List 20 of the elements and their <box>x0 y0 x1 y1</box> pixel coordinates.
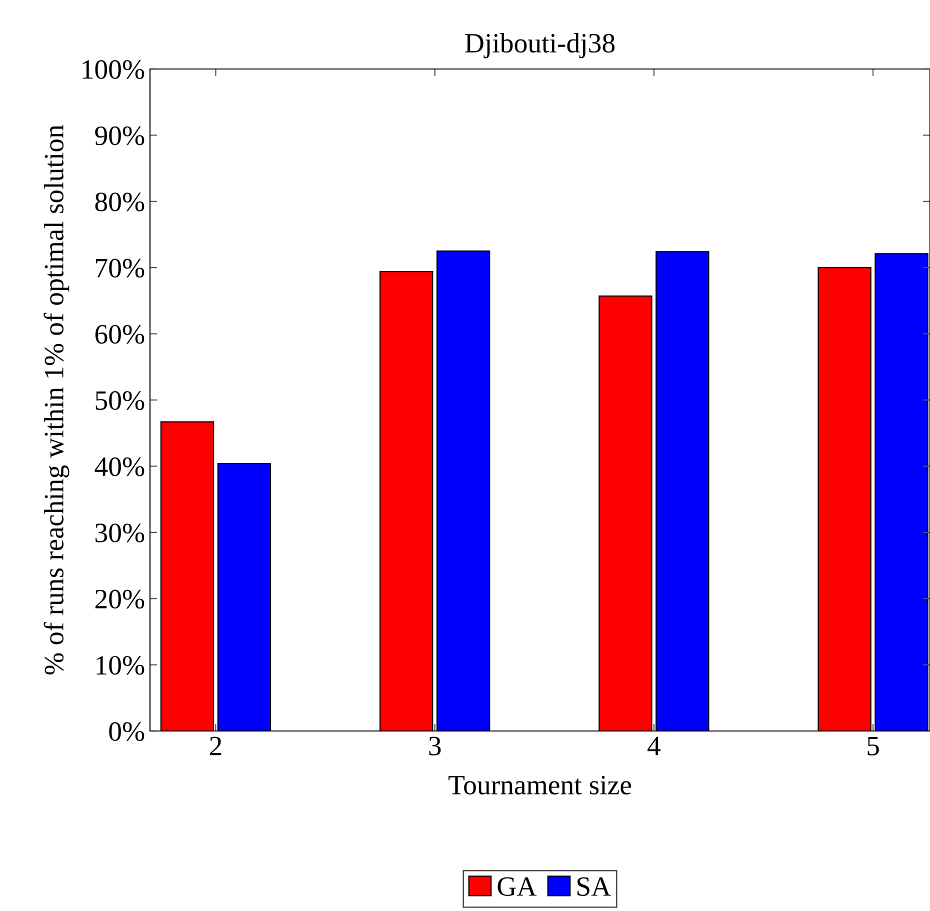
y-tick-label: 50% <box>96 391 144 410</box>
y-tick-label: 30% <box>96 524 144 542</box>
x-tick-label: 3 <box>429 736 441 756</box>
y-tick-label: 10% <box>96 656 144 675</box>
y-tick-label: 60% <box>95 324 144 344</box>
y-tick-label: 80% <box>95 192 144 212</box>
y-tick-label: 90% <box>95 126 144 146</box>
y-tick-label: 40% <box>94 457 144 476</box>
x-axis-title: Tournament size <box>448 776 632 794</box>
x-tick-label: 2 <box>210 736 222 756</box>
y-tick-label: 100% <box>82 60 144 79</box>
chart-title: Djibouti-dj38 <box>465 33 615 58</box>
y-tick-label: 0% <box>109 722 144 741</box>
legend-label: GA <box>498 877 537 896</box>
x-tick-label: 4 <box>648 736 660 756</box>
legend-label: SA <box>578 877 611 896</box>
x-tick-label: 5 <box>868 736 879 756</box>
y-tick-label: 20% <box>95 590 144 609</box>
y-axis-title: % of runs reaching within 1% of optimal solution <box>44 125 70 674</box>
y-tick-label: 70% <box>96 258 144 278</box>
